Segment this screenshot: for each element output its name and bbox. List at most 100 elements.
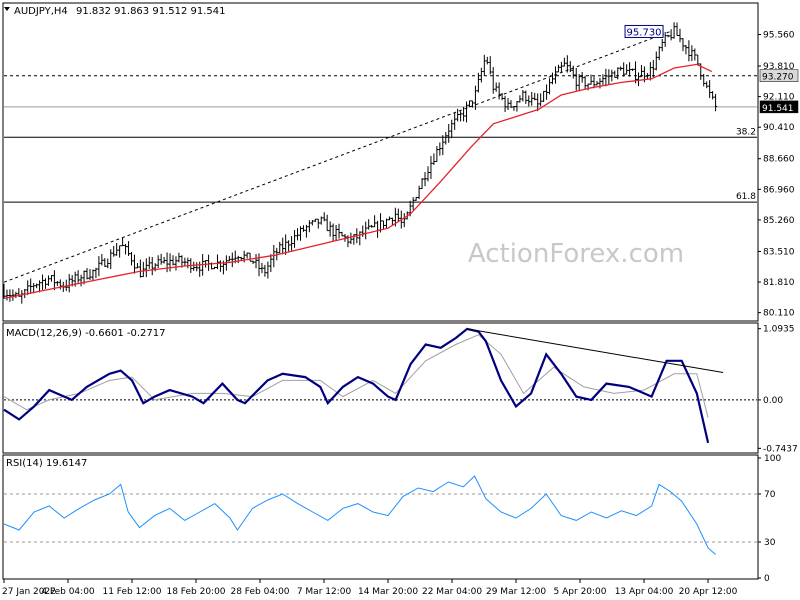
price-bar bbox=[450, 119, 454, 139]
price-bar bbox=[473, 85, 477, 110]
price-bar bbox=[186, 257, 190, 269]
price-y-tick-label: 86.960 bbox=[763, 185, 795, 195]
price-bar bbox=[666, 34, 670, 38]
price-bar bbox=[44, 278, 48, 289]
time-tick-label: 7 Mar 12:00 bbox=[297, 587, 352, 597]
price-bar bbox=[38, 280, 42, 293]
price-bar bbox=[711, 91, 715, 100]
price-bar bbox=[465, 101, 469, 123]
price-bar bbox=[432, 153, 436, 165]
price-bar bbox=[648, 62, 652, 81]
price-bar bbox=[115, 242, 119, 256]
price-bar bbox=[129, 252, 133, 266]
price-bar bbox=[509, 100, 513, 109]
price-bar bbox=[213, 266, 217, 270]
price-bar bbox=[319, 216, 323, 225]
price-bar bbox=[651, 60, 655, 78]
rsi-panel-title: RSI(14) 19.6147 bbox=[6, 458, 87, 469]
price-bar bbox=[29, 278, 33, 294]
price-bar bbox=[67, 274, 71, 293]
price-y-tick-label: 81.810 bbox=[763, 278, 795, 288]
price-bar bbox=[548, 78, 552, 95]
price-bar bbox=[367, 219, 371, 230]
price-bar bbox=[518, 95, 522, 103]
price-bar bbox=[616, 67, 620, 80]
price-bar bbox=[138, 259, 142, 278]
price-bar bbox=[106, 258, 110, 269]
price-bar bbox=[500, 92, 504, 101]
macd-trendline-segment bbox=[467, 328, 724, 374]
rsi-panel: 100 70 30 0 RSI(14) 19.6147 bbox=[2, 454, 781, 584]
price-bar bbox=[515, 101, 519, 112]
price-bar bbox=[227, 255, 231, 262]
price-level-label: 93.270 bbox=[762, 73, 794, 83]
price-bar bbox=[494, 82, 498, 92]
price-y-tick-label: 80.110 bbox=[763, 309, 795, 319]
rsi-panel-frame bbox=[2, 454, 759, 580]
price-bar bbox=[631, 68, 635, 71]
price-bar bbox=[8, 289, 12, 302]
price-bar bbox=[91, 269, 95, 281]
price-bar bbox=[636, 72, 640, 87]
price-bar bbox=[109, 249, 113, 270]
time-tick-label: 18 Feb 20:00 bbox=[166, 587, 225, 597]
price-bar bbox=[195, 262, 199, 272]
collapse-arrow-icon[interactable] bbox=[4, 7, 10, 11]
price-bar bbox=[604, 68, 608, 87]
price-bar bbox=[553, 66, 557, 84]
price-bar bbox=[678, 28, 682, 43]
price-bar bbox=[174, 256, 178, 271]
price-bar bbox=[141, 261, 145, 278]
price-bar bbox=[100, 254, 104, 266]
price-bar bbox=[417, 185, 421, 200]
price-level-label: 91.541 bbox=[762, 104, 794, 114]
macd-y-axis: 1.0935 0.00 -0.7437 bbox=[758, 325, 798, 454]
price-bar bbox=[121, 237, 125, 247]
price-bar bbox=[574, 68, 578, 91]
price-bar bbox=[592, 76, 596, 89]
price-bar bbox=[135, 262, 139, 269]
price-bar bbox=[660, 39, 664, 52]
price-bar bbox=[669, 29, 673, 41]
price-bar bbox=[313, 218, 317, 223]
price-bar bbox=[79, 274, 83, 287]
price-bar bbox=[438, 142, 442, 156]
price-bar bbox=[622, 62, 626, 77]
price-bar bbox=[533, 92, 537, 101]
price-bar bbox=[571, 65, 575, 79]
moving-average-line bbox=[3, 63, 713, 300]
price-y-tick-label: 93.810 bbox=[763, 62, 795, 72]
price-bar bbox=[387, 216, 391, 221]
peak-label-box bbox=[624, 24, 664, 38]
price-bar bbox=[580, 71, 584, 83]
price-bar bbox=[663, 32, 667, 47]
price-bar bbox=[127, 241, 131, 256]
price-bar bbox=[462, 106, 466, 122]
moving-average-series bbox=[3, 63, 713, 300]
price-bar bbox=[340, 231, 344, 237]
price-ohlc-readout: 91.832 91.863 91.512 91.541 bbox=[76, 6, 226, 17]
price-bar bbox=[411, 197, 415, 211]
price-bar bbox=[476, 72, 480, 93]
price-bar bbox=[64, 279, 68, 291]
price-bar bbox=[654, 51, 658, 71]
price-bar bbox=[316, 218, 320, 229]
price-bar bbox=[298, 226, 302, 241]
price-bar bbox=[639, 64, 643, 78]
macd-series bbox=[3, 327, 710, 444]
rsi-y-axis: 100 70 30 0 bbox=[758, 454, 781, 584]
dashed-trendline bbox=[3, 30, 671, 283]
price-bar bbox=[144, 258, 148, 278]
price-y-tick-label: 95.560 bbox=[763, 31, 795, 41]
price-bar bbox=[467, 100, 471, 108]
price-bar bbox=[426, 166, 430, 182]
price-bar bbox=[453, 112, 457, 130]
rsi-series bbox=[3, 475, 716, 555]
price-bar bbox=[337, 223, 341, 239]
price-bar bbox=[539, 93, 543, 107]
time-tick-label: 5 Apr 20:00 bbox=[554, 587, 607, 597]
price-bar bbox=[52, 270, 56, 291]
price-bar bbox=[94, 267, 98, 279]
price-bar bbox=[444, 132, 448, 145]
